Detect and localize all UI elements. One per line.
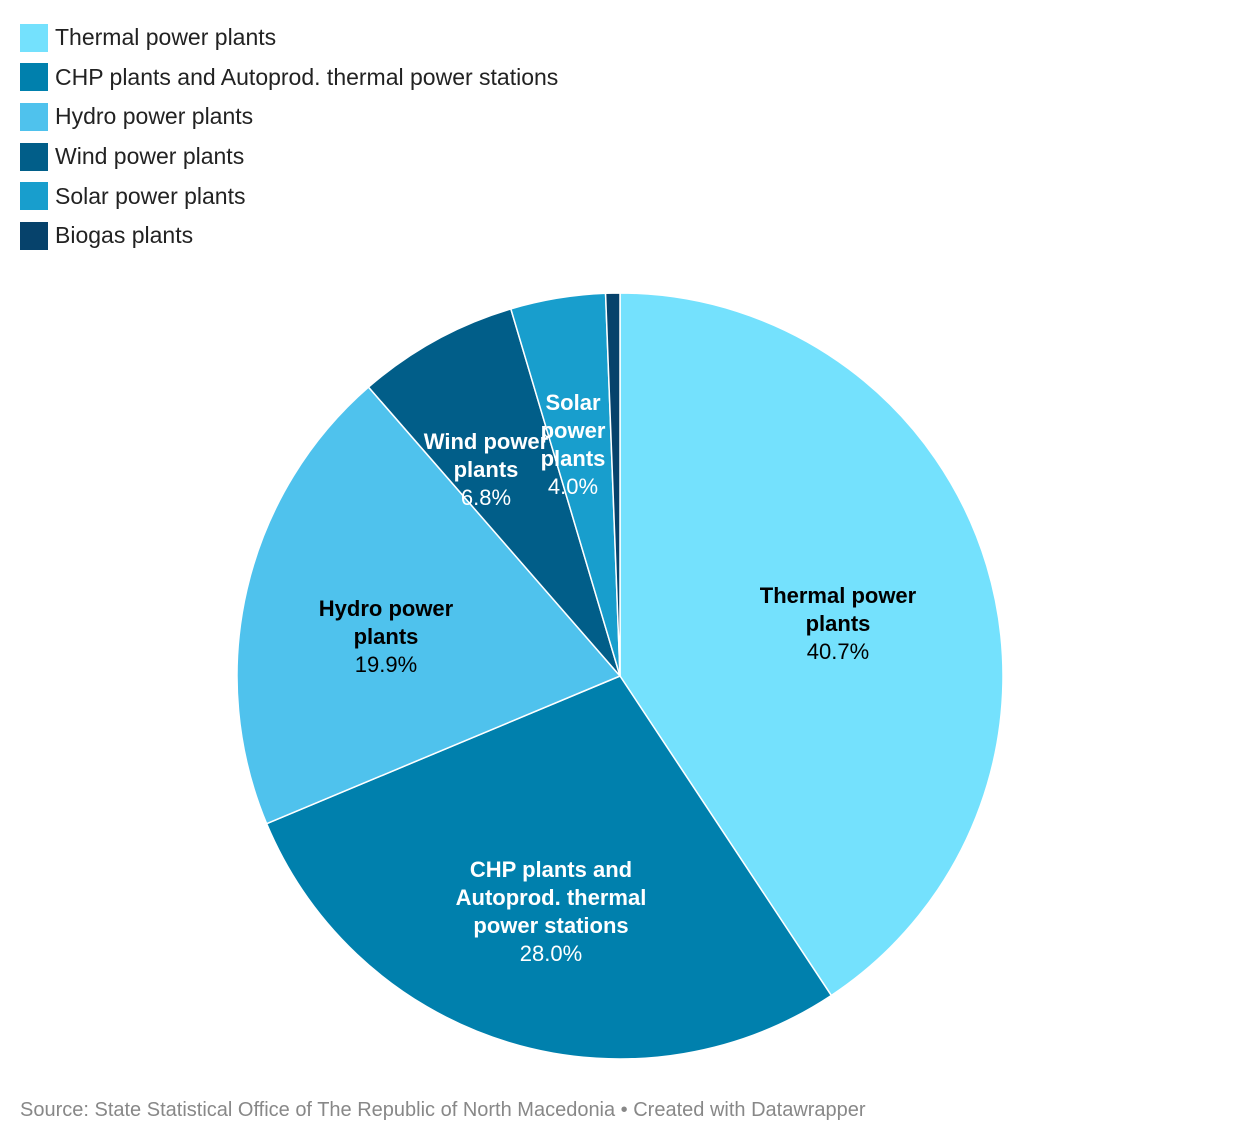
pie-slice-labels: Thermal power plants 40.7% CHP plants and Au… xyxy=(319,390,917,966)
slice-value-thermal: 40.7% xyxy=(807,639,869,664)
legend-swatch-chp xyxy=(20,63,48,92)
legend-swatch-solar xyxy=(20,182,48,211)
legend-label-hydro: Hydro power plants xyxy=(55,103,254,130)
pie-slice-biogas xyxy=(604,292,621,677)
slice-label-thermal-line: plants xyxy=(806,611,871,636)
legend-label-biogas: Biogas plants xyxy=(55,222,194,249)
slice-value-hydro: 19.9% xyxy=(355,652,417,677)
legend-label-chp: CHP plants and Autoprod. thermal power s… xyxy=(55,63,559,90)
legend-label-solar: Solar power plants xyxy=(55,182,246,209)
legend-label-thermal: Thermal power plants xyxy=(55,24,277,51)
slice-label-hydro: Hydro power plants 19.9% xyxy=(319,596,454,677)
slice-label-wind: Wind power plants 6.8% xyxy=(424,429,549,510)
slice-value-solar: 4.0% xyxy=(548,474,598,499)
slice-label-hydro-line: Hydro power xyxy=(319,596,454,621)
legend-swatch-wind xyxy=(20,142,48,171)
pie-slice-hydro xyxy=(236,386,621,825)
slice-label-wind-line: plants xyxy=(454,457,519,482)
pie-slices xyxy=(236,292,1004,1060)
legend-label-wind: Wind power plants xyxy=(55,143,245,170)
slice-value-wind: 6.8% xyxy=(461,485,511,510)
legend-item-wind: Wind power plants xyxy=(20,137,558,177)
slice-value-chp: 28.0% xyxy=(520,941,582,966)
pie-slice-chp xyxy=(265,675,833,1060)
slice-label-chp-line: Autoprod. thermal xyxy=(456,885,647,910)
slice-label-chp: CHP plants and Autoprod. thermal power sta… xyxy=(456,857,647,966)
legend-item-solar: Solar power plants xyxy=(20,176,558,216)
slice-label-solar-line: power xyxy=(541,418,606,443)
chart-source-footer: Source: State Statistical Office of The … xyxy=(20,1099,866,1121)
chart-legend: Thermal power plants CHP plants and Auto… xyxy=(20,18,558,256)
legend-item-biogas: Biogas plants xyxy=(20,216,558,256)
slice-label-chp-line: CHP plants and xyxy=(470,857,632,882)
legend-swatch-biogas xyxy=(20,221,48,250)
pie-chart: Thermal power plants 40.7% CHP plants and Au… xyxy=(236,292,1004,1060)
slice-label-solar-line: plants xyxy=(541,446,606,471)
legend-item-hydro: Hydro power plants xyxy=(20,97,558,137)
slice-label-thermal-line: Thermal power xyxy=(760,583,917,608)
legend-item-chp: CHP plants and Autoprod. thermal power s… xyxy=(20,58,558,98)
slice-label-solar-line: Solar xyxy=(545,390,600,415)
legend-swatch-thermal xyxy=(20,23,48,52)
slice-label-chp-line: power stations xyxy=(473,913,628,938)
slice-label-thermal: Thermal power plants 40.7% xyxy=(760,583,917,664)
pie-slice-wind xyxy=(367,308,621,677)
slice-label-wind-line: Wind power xyxy=(424,429,549,454)
slice-label-hydro-line: plants xyxy=(354,624,419,649)
legend-item-thermal: Thermal power plants xyxy=(20,18,558,58)
legend-swatch-hydro xyxy=(20,102,48,131)
slice-label-solar: Solar power plants 4.0% xyxy=(541,390,606,499)
